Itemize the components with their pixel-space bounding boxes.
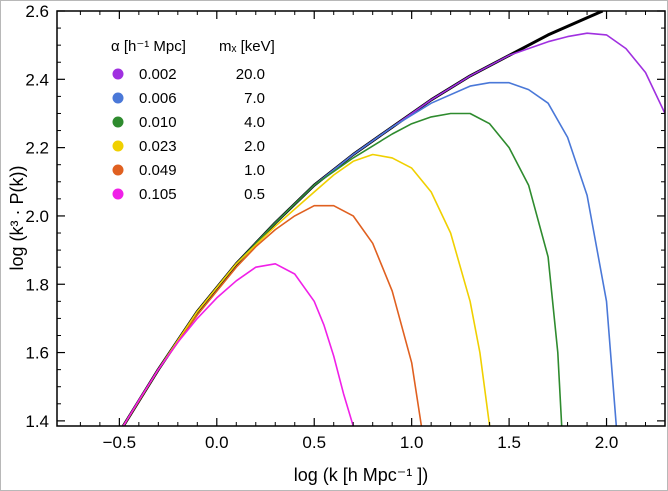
legend-alpha-5: 0.105 — [139, 186, 177, 203]
y-axis-title: log (k³ · P(k)) — [7, 166, 27, 271]
legend-mx-4: 1.0 — [244, 162, 265, 179]
legend-mx-1: 7.0 — [244, 90, 265, 107]
legend-marker-0 — [112, 68, 124, 80]
legend-alpha-1: 0.006 — [139, 90, 177, 107]
series-line-1 — [122, 32, 665, 426]
legend-mx-5: 0.5 — [244, 186, 265, 203]
series-layer — [122, 11, 665, 426]
ticks-layer: −0.5 0.0 0.5 1.0 1.5 2.0 1.4 1.6 1.8 2.0 2.2 2.4 2.6 — [25, 2, 665, 452]
legend-alpha-4: 0.049 — [139, 162, 177, 179]
series-line-6 — [122, 262, 354, 426]
x-tick-label-5: 2.0 — [595, 433, 619, 452]
legend-marker-4 — [112, 164, 124, 176]
y-tick-label-5: 2.4 — [25, 70, 49, 89]
y-tick-label-1: 1.6 — [25, 344, 49, 363]
x-axis-title: log (k [h Mpc⁻¹ ]) — [294, 465, 429, 485]
series-line-2 — [122, 81, 618, 426]
legend-alpha-2: 0.010 — [139, 114, 177, 131]
y-tick-label-4: 2.2 — [25, 139, 49, 158]
series-line-3 — [122, 112, 563, 426]
x-tick-label-0: −0.5 — [103, 433, 137, 452]
legend-header-alpha: α [h⁻¹ Mpc] — [111, 38, 186, 55]
y-tick-label-6: 2.6 — [25, 2, 49, 21]
y-tick-label-2: 1.8 — [25, 275, 49, 294]
legend-mx-2: 4.0 — [244, 114, 265, 131]
plot-area-border — [56, 10, 666, 427]
legend-alpha-0: 0.002 — [139, 66, 177, 83]
legend-marker-5 — [112, 188, 124, 200]
legend-marker-1 — [112, 92, 124, 104]
legend-marker-3 — [112, 140, 124, 152]
x-tick-label-2: 0.5 — [302, 433, 326, 452]
y-tick-label-3: 2.0 — [25, 207, 49, 226]
legend: α [h⁻¹ Mpc] mₓ [keV] 0.002 20.0 0.006 7.0 0.… — [111, 38, 275, 203]
x-tick-label-4: 1.5 — [497, 433, 521, 452]
y-tick-label-0: 1.4 — [25, 412, 49, 431]
legend-mx-3: 2.0 — [244, 138, 265, 155]
x-tick-label-1: 0.0 — [205, 433, 229, 452]
series-line-4 — [122, 153, 491, 426]
series-line-5 — [122, 204, 423, 426]
legend-mx-0: 20.0 — [236, 66, 265, 83]
x-tick-label-3: 1.0 — [400, 433, 424, 452]
series-line-0 — [122, 11, 604, 426]
legend-alpha-3: 0.023 — [139, 138, 177, 155]
legend-marker-2 — [112, 116, 124, 128]
legend-header-mx: mₓ [keV] — [219, 38, 275, 55]
